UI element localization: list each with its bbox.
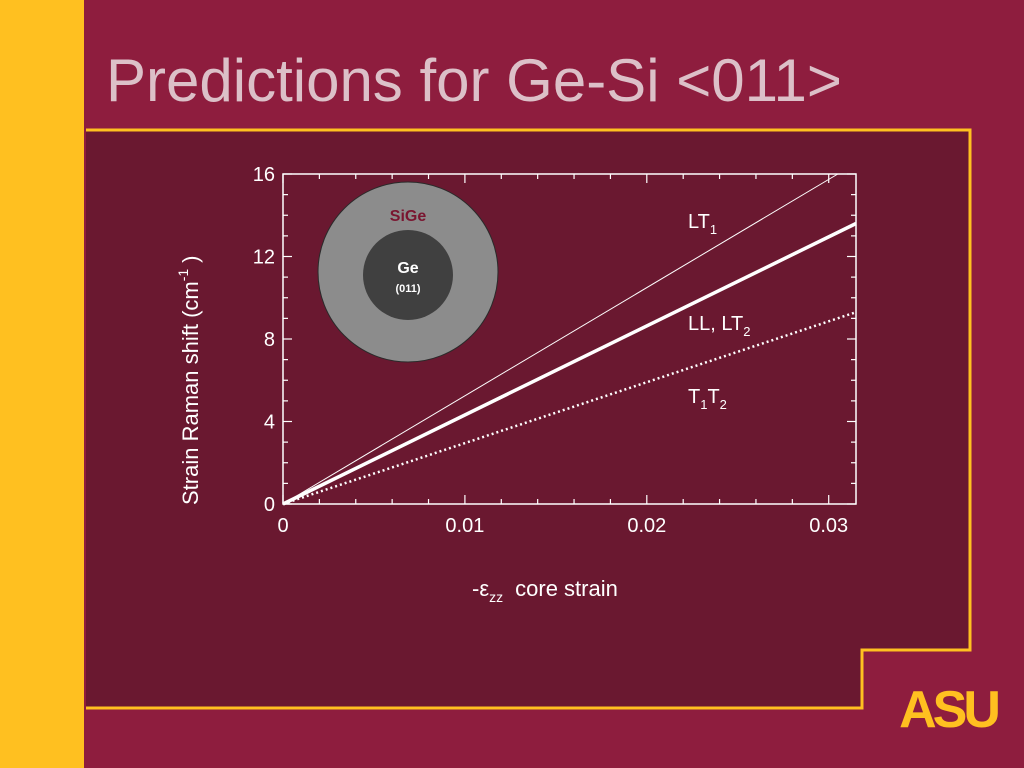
x-tick-label: 0.02 — [627, 515, 666, 537]
series-label-ll-lt2: LL, LT2 — [688, 313, 750, 339]
core-label: Ge — [397, 260, 418, 277]
x-tick-label: 0.01 — [445, 515, 484, 537]
series-line-0 — [282, 173, 839, 505]
asu-logo: ASU — [889, 682, 1007, 738]
shell-label: SiGe — [390, 208, 427, 225]
core-sublabel: (011) — [395, 283, 420, 295]
y-axis-label: Strain Raman shift (cm-1) — [175, 255, 203, 505]
left-gold-bar — [0, 0, 84, 768]
series-line-1 — [282, 221, 857, 506]
y-tick-label: 4 — [264, 412, 275, 434]
y-tick-label: 0 — [264, 494, 275, 516]
y-tick-label: 12 — [253, 247, 275, 269]
x-tick-labels: 0 0.01 0.02 0.03 — [277, 515, 848, 537]
asu-logo-text: ASU — [899, 681, 1001, 739]
slide-title: Predictions for Ge-Si <011> — [106, 47, 842, 114]
series-lines — [282, 173, 857, 506]
inset-diagram: SiGe Ge (011) — [317, 181, 499, 363]
y-tick-label: 16 — [253, 164, 275, 186]
series-line-2 — [282, 311, 857, 506]
axis-ticks — [282, 173, 856, 505]
series-label-lt1: LT1 — [688, 211, 717, 237]
y-tick-label: 8 — [264, 329, 275, 351]
series-label-t1t2: T1T2 — [688, 386, 727, 412]
content-panel — [86, 130, 970, 708]
ge-core-circle — [363, 230, 453, 320]
y-tick-labels: 0 4 8 12 16 — [253, 164, 275, 516]
gold-frame-line — [86, 128, 972, 710]
x-tick-label: 0.03 — [809, 515, 848, 537]
x-tick-label: 0 — [277, 515, 288, 537]
x-axis-label: -εzz core strain — [472, 576, 618, 605]
